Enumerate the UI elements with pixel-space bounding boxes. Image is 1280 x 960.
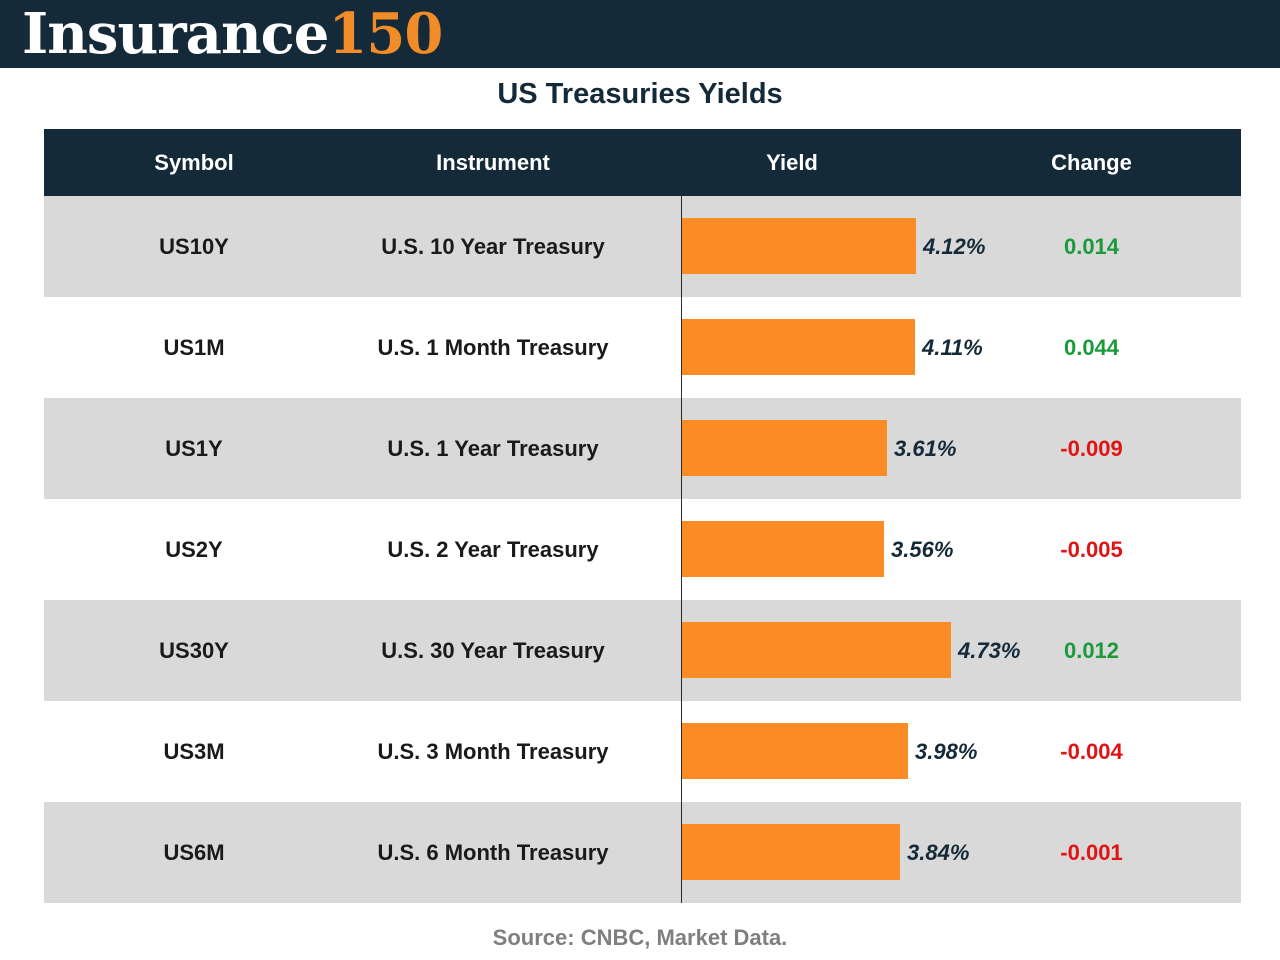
- symbol-cell: US2Y: [165, 537, 223, 562]
- yield-bar: [681, 622, 951, 678]
- table-row: US6M U.S. 6 Month Treasury 3.84% -0.001: [44, 802, 1241, 903]
- column-header-symbol: Symbol: [154, 150, 234, 175]
- table-body: US10Y U.S. 10 Year Treasury 4.12% 0.014 US1M…: [44, 196, 1241, 903]
- yield-data-label: 3.61%: [894, 436, 957, 461]
- change-cell: 0.044: [1063, 335, 1120, 360]
- logo-word: Insurance: [22, 1, 329, 67]
- yield-data-label: 3.84%: [907, 840, 970, 865]
- yield-bar: [681, 723, 908, 779]
- table-row: US2Y U.S. 2 Year Treasury 3.56% -0.005: [44, 499, 1241, 600]
- symbol-cell: US30Y: [159, 638, 229, 663]
- chart-title: US Treasuries Yields: [497, 78, 783, 110]
- table-row: US3M U.S. 3 Month Treasury 3.98% -0.004: [44, 701, 1241, 802]
- yield-bar: [681, 521, 884, 577]
- symbol-cell: US10Y: [159, 234, 229, 259]
- table-row: US1M U.S. 1 Month Treasury 4.11% 0.044: [44, 297, 1241, 398]
- yield-bar: [681, 420, 887, 476]
- table-header: Symbol Instrument Yield Change: [44, 129, 1241, 196]
- symbol-cell: US3M: [163, 739, 225, 764]
- source-note: Source: CNBC, Market Data.: [492, 925, 788, 950]
- symbol-cell: US1Y: [165, 436, 223, 461]
- bar-axis-line: [681, 196, 682, 903]
- yield-data-label: 4.12%: [923, 234, 986, 259]
- logo: Insurance150: [22, 1, 443, 67]
- yield-data-label: 4.11%: [922, 335, 983, 360]
- yield-bar: [681, 824, 900, 880]
- yield-data-label: 3.98%: [915, 739, 978, 764]
- change-cell: -0.009: [1060, 436, 1123, 461]
- yield-data-label: 3.56%: [891, 537, 954, 562]
- table-row: US30Y U.S. 30 Year Treasury 4.73% 0.012: [44, 600, 1241, 701]
- column-header-yield: Yield: [766, 150, 818, 175]
- change-cell: 0.014: [1063, 234, 1120, 259]
- change-cell: -0.005: [1060, 537, 1123, 562]
- yield-data-label: 4.73%: [958, 638, 1021, 663]
- instrument-cell: U.S. 1 Year Treasury: [387, 436, 599, 461]
- column-header-change: Change: [1051, 150, 1132, 175]
- yield-bar: [681, 218, 916, 274]
- column-header-instrument: Instrument: [436, 150, 550, 175]
- change-cell: -0.001: [1060, 840, 1123, 865]
- instrument-cell: U.S. 1 Month Treasury: [377, 335, 609, 360]
- symbol-cell: US1M: [163, 335, 225, 360]
- instrument-cell: U.S. 10 Year Treasury: [381, 234, 605, 259]
- instrument-cell: U.S. 30 Year Treasury: [381, 638, 605, 663]
- instrument-cell: U.S. 2 Year Treasury: [387, 537, 599, 562]
- brand-header: Insurance150: [0, 0, 1280, 68]
- yields-table: Symbol Instrument Yield Change US10Y U.S.…: [44, 129, 1241, 903]
- yield-bar: [681, 319, 915, 375]
- table-row: US1Y U.S. 1 Year Treasury 3.61% -0.009: [44, 398, 1241, 499]
- table-row: US10Y U.S. 10 Year Treasury 4.12% 0.014: [44, 196, 1241, 297]
- change-cell: 0.012: [1063, 638, 1120, 663]
- instrument-cell: U.S. 3 Month Treasury: [377, 739, 609, 764]
- logo-number: 150: [328, 1, 443, 67]
- change-cell: -0.004: [1060, 739, 1123, 764]
- symbol-cell: US6M: [163, 840, 225, 865]
- instrument-cell: U.S. 6 Month Treasury: [377, 840, 609, 865]
